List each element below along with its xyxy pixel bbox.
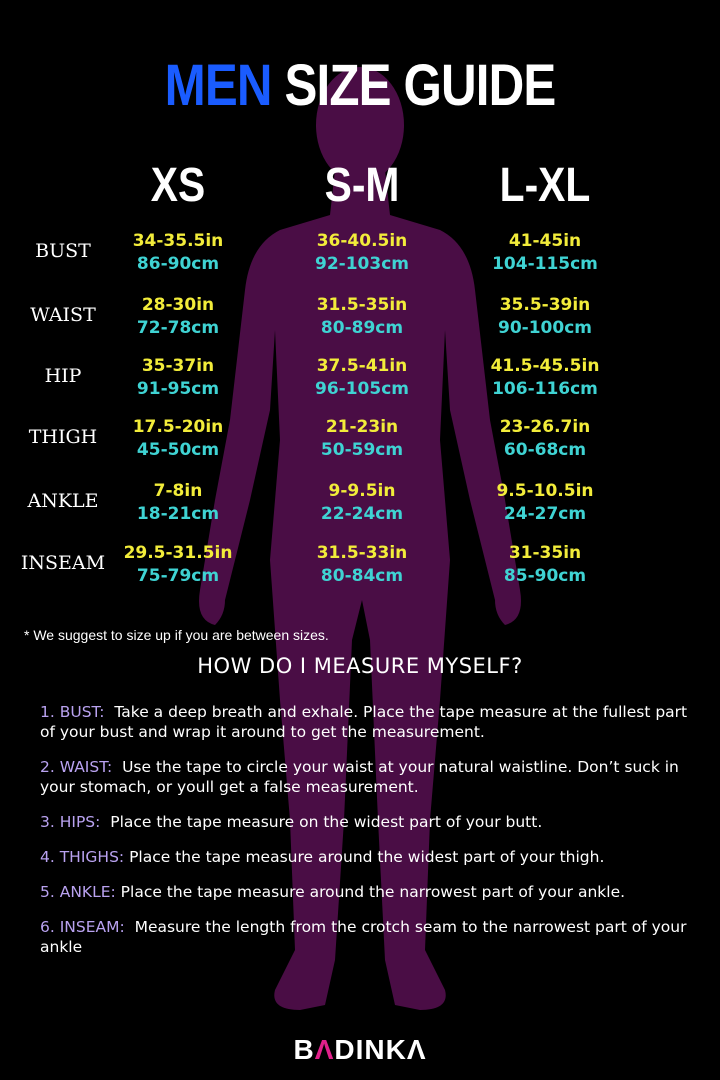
- cm-value: 75-79cm: [136, 566, 220, 586]
- inches-value: 21-23in: [325, 417, 399, 437]
- size-cell: 23-26.7in 60-68cm: [455, 416, 635, 462]
- size-cell: 29.5-31.5in 75-79cm: [88, 542, 268, 588]
- cm-value: 86-90cm: [136, 254, 220, 274]
- cm-value: 90-100cm: [498, 318, 592, 338]
- size-cell: 21-23in 50-59cm: [272, 416, 452, 462]
- cm-value: 80-89cm: [320, 318, 404, 338]
- step-label: 2. WAIST:: [40, 758, 113, 776]
- step-inseam: 6. INSEAM: Measure the length from the c…: [40, 917, 705, 957]
- step-label: 5. ANKLE:: [40, 883, 116, 901]
- row-label-thigh: THIGH: [28, 426, 98, 448]
- step-label: 4. THIGHS:: [40, 848, 125, 866]
- inches-value: 41-45in: [508, 231, 582, 251]
- row-label-inseam: INSEAM: [20, 552, 106, 574]
- size-cell: 35-37in 91-95cm: [88, 355, 268, 401]
- step-text: Place the tape measure around the widest…: [129, 848, 605, 866]
- cm-value: 96-105cm: [315, 379, 409, 399]
- inches-value: 36-40.5in: [316, 231, 408, 251]
- size-cell: 28-30in 72-78cm: [88, 294, 268, 340]
- size-cell: 17.5-20in 45-50cm: [88, 416, 268, 462]
- cm-value: 45-50cm: [136, 440, 220, 460]
- cm-value: 50-59cm: [320, 440, 404, 460]
- inches-value: 28-30in: [141, 295, 215, 315]
- step-text: Place the tape measure on the widest par…: [110, 813, 543, 831]
- step-bust: 1. BUST: Take a deep breath and exhale. …: [40, 702, 705, 742]
- title-rest: SIZE GUIDE: [271, 53, 556, 118]
- cm-value: 92-103cm: [315, 254, 409, 274]
- size-header-l-xl: L-XL: [499, 159, 591, 212]
- cm-value: 24-27cm: [503, 504, 587, 524]
- inches-value: 31.5-33in: [316, 543, 408, 563]
- inches-value: 37.5-41in: [316, 356, 408, 376]
- inches-value: 31.5-35in: [316, 295, 408, 315]
- size-header-xs: XS: [150, 159, 206, 212]
- step-ankle: 5. ANKLE: Place the tape measure around …: [40, 882, 705, 902]
- row-label-bust: BUST: [35, 240, 91, 262]
- row-label-ankle: ANKLE: [27, 490, 99, 512]
- inches-value: 7-8in: [153, 481, 203, 501]
- step-text: Place the tape measure around the narrow…: [120, 883, 626, 901]
- inches-value: 17.5-20in: [132, 417, 224, 437]
- step-text: Take a deep breath and exhale. Place the…: [40, 703, 688, 741]
- inches-value: 23-26.7in: [499, 417, 591, 437]
- cm-value: 104-115cm: [492, 254, 598, 274]
- size-cell: 35.5-39in 90-100cm: [455, 294, 635, 340]
- cm-value: 91-95cm: [136, 379, 220, 399]
- size-cell: 36-40.5in 92-103cm: [272, 230, 452, 276]
- step-label: 3. HIPS:: [40, 813, 101, 831]
- inches-value: 35.5-39in: [499, 295, 591, 315]
- size-cell: 9.5-10.5in 24-27cm: [455, 480, 635, 526]
- cm-value: 18-21cm: [136, 504, 220, 524]
- size-cell: 9-9.5in 22-24cm: [272, 480, 452, 526]
- step-thighs: 4. THIGHS: Place the tape measure around…: [40, 847, 705, 867]
- logo-part: DINKΛ: [334, 1034, 427, 1065]
- size-cell: 31.5-35in 80-89cm: [272, 294, 452, 340]
- size-cell: 31.5-33in 80-84cm: [272, 542, 452, 588]
- badinka-logo: BΛDINKΛ: [0, 1034, 720, 1066]
- row-label-hip: HIP: [44, 365, 82, 387]
- step-label: 6. INSEAM:: [40, 918, 125, 936]
- logo-part: B: [293, 1034, 315, 1065]
- size-cell: 41.5-45.5in 106-116cm: [455, 355, 635, 401]
- inches-value: 31-35in: [508, 543, 582, 563]
- measure-steps: 1. BUST: Take a deep breath and exhale. …: [40, 702, 705, 972]
- size-cell: 34-35.5in 86-90cm: [88, 230, 268, 276]
- step-text: Measure the length from the crotch seam …: [40, 918, 687, 956]
- size-cell: 41-45in 104-115cm: [455, 230, 635, 276]
- cm-value: 80-84cm: [320, 566, 404, 586]
- howto-title: HOW DO I MEASURE MYSELF?: [197, 654, 523, 678]
- size-cell: 7-8in 18-21cm: [88, 480, 268, 526]
- step-text: Use the tape to circle your waist at you…: [40, 758, 679, 796]
- page-title: MEN SIZE GUIDE: [54, 52, 666, 119]
- step-waist: 2. WAIST: Use the tape to circle your wa…: [40, 757, 705, 797]
- inches-value: 29.5-31.5in: [123, 543, 233, 563]
- inches-value: 34-35.5in: [132, 231, 224, 251]
- inches-value: 35-37in: [141, 356, 215, 376]
- logo-accent: Λ: [314, 1034, 335, 1065]
- cm-value: 106-116cm: [492, 379, 598, 399]
- cm-value: 60-68cm: [503, 440, 587, 460]
- size-cell: 31-35in 85-90cm: [455, 542, 635, 588]
- inches-value: 41.5-45.5in: [490, 356, 600, 376]
- cm-value: 85-90cm: [503, 566, 587, 586]
- size-cell: 37.5-41in 96-105cm: [272, 355, 452, 401]
- step-hips: 3. HIPS: Place the tape measure on the w…: [40, 812, 705, 832]
- inches-value: 9.5-10.5in: [496, 481, 594, 501]
- inches-value: 9-9.5in: [328, 481, 396, 501]
- cm-value: 72-78cm: [136, 318, 220, 338]
- step-label: 1. BUST:: [40, 703, 105, 721]
- row-label-waist: WAIST: [30, 304, 96, 326]
- cm-value: 22-24cm: [320, 504, 404, 524]
- size-note: * We suggest to size up if you are betwe…: [24, 627, 329, 643]
- title-accent: MEN: [164, 53, 273, 118]
- size-header-s-m: S-M: [324, 159, 400, 212]
